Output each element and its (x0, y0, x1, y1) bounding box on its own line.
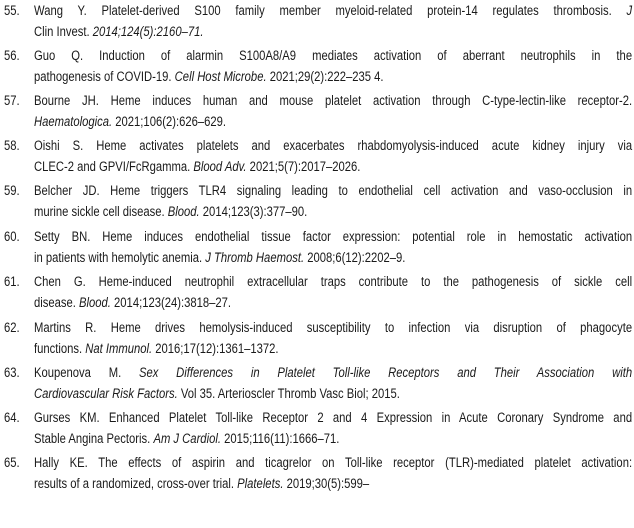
reference-number: 62. (4, 320, 20, 335)
reference-number: 56. (4, 48, 20, 63)
reference-text: Hally KE. The effects of aspirin and tic… (34, 452, 632, 494)
reference-segment: murine sickle cell disease. (34, 204, 168, 219)
reference-citation: 2016;17(12):1361–1372. (152, 341, 279, 356)
reference-item: 56. Guo Q. Induction of alarmin S100A8/A9… (0, 45, 634, 89)
reference-line: Bourne JH. Heme induces human and mouse … (34, 90, 632, 111)
reference-item: 61. Chen G. Heme-induced neutrophil extra… (0, 271, 634, 315)
reference-segment: Guo Q. Induction of alarmin S100A8/A9 me… (34, 48, 633, 63)
reference-segment: Gurses KM. Enhanced Platelet Toll-like R… (34, 410, 633, 425)
reference-line: CLEC-2 and GPVI/FcRgamma. Blood Adv. 202… (34, 156, 632, 177)
reference-citation: 2021;29(2):222–235 4. (266, 69, 384, 84)
reference-journal-italic: J Thromb Haemost. (205, 250, 305, 265)
reference-text: Koupenova M. Sex Differences in Platelet… (34, 362, 632, 404)
reference-item: 65. Hally KE. The effects of aspirin and … (0, 452, 634, 496)
reference-number: 58. (4, 138, 20, 153)
reference-segment: Hally KE. The effects of aspirin and tic… (34, 455, 633, 470)
reference-citation: Vol 35. Arterioscler Thromb Vasc Biol; 2… (177, 386, 400, 401)
reference-segment: disease. (34, 295, 80, 310)
reference-segment: Koupenova M. (34, 365, 139, 380)
reference-segment: results of a randomized, cross-over tria… (34, 476, 238, 491)
reference-line: Stable Angina Pectoris. Am J Cardiol. 20… (34, 428, 632, 449)
reference-segment: Chen G. Heme-induced neutrophil extracel… (34, 274, 633, 289)
reference-line: Belcher JD. Heme triggers TLR4 signaling… (34, 180, 632, 201)
reference-item: 64. Gurses KM. Enhanced Platelet Toll-lik… (0, 407, 634, 451)
reference-text: Martins R. Heme drives hemolysis-induced… (34, 317, 632, 359)
reference-line: murine sickle cell disease. Blood. 2014;… (34, 201, 632, 222)
reference-text: Gurses KM. Enhanced Platelet Toll-like R… (34, 407, 632, 449)
reference-citation: 2014;123(24):3818–27. (110, 295, 232, 310)
reference-number: 55. (4, 3, 20, 18)
reference-item: 59. Belcher JD. Heme triggers TLR4 signal… (0, 180, 634, 224)
reference-segment: functions. (34, 341, 86, 356)
reference-journal-italic: J (626, 3, 633, 18)
reference-line: Guo Q. Induction of alarmin S100A8/A9 me… (34, 45, 632, 66)
reference-number: 60. (4, 229, 20, 244)
reference-line: in patients with hemolytic anemia. J Thr… (34, 247, 632, 268)
reference-citation: 2015;116(11):1666–71. (220, 431, 340, 446)
reference-line: disease. Blood. 2014;123(24):3818–27. (34, 292, 632, 313)
reference-number: 61. (4, 274, 20, 289)
reference-item: 55. Wang Y. Platelet-derived S100 family … (0, 0, 634, 44)
reference-journal-italic: Am J Cardiol. (153, 431, 221, 446)
reference-item: 62. Martins R. Heme drives hemolysis-indu… (0, 317, 634, 361)
reference-text: Wang Y. Platelet-derived S100 family mem… (34, 0, 632, 42)
reference-number: 59. (4, 183, 20, 198)
reference-text: Guo Q. Induction of alarmin S100A8/A9 me… (34, 45, 632, 87)
reference-citation: 2019;30(5):599– (283, 476, 370, 491)
reference-journal-italic: Platelets. (237, 476, 284, 491)
reference-item: 58. Oishi S. Heme activates platelets and… (0, 135, 634, 179)
reference-line: Oishi S. Heme activates platelets and ex… (34, 135, 632, 156)
reference-segment: Oishi S. Heme activates platelets and ex… (34, 138, 633, 153)
reference-journal-italic: Blood Adv. (193, 159, 247, 174)
reference-segment: Belcher JD. Heme triggers TLR4 signaling… (34, 183, 633, 198)
reference-line: Haematologica. 2021;106(2):626–629. (34, 111, 632, 132)
reference-segment: pathogenesis of COVID-19. (34, 69, 175, 84)
reference-journal-italic: 2014;124(5):2160–71. (89, 24, 204, 39)
reference-item: 57. Bourne JH. Heme induces human and mou… (0, 90, 634, 134)
reference-line: Gurses KM. Enhanced Platelet Toll-like R… (34, 407, 632, 428)
reference-segment: Martins R. Heme drives hemolysis-induced… (34, 320, 633, 335)
reference-citation: 2021;106(2):626–629. (112, 114, 226, 129)
reference-number: 63. (4, 365, 20, 380)
reference-text: Chen G. Heme-induced neutrophil extracel… (34, 271, 632, 313)
reference-journal-italic: Nat Immunol. (85, 341, 153, 356)
reference-text: Bourne JH. Heme induces human and mouse … (34, 90, 632, 132)
reference-segment: CLEC-2 and GPVI/FcRgamma. (34, 159, 194, 174)
reference-citation: 2008;6(12):2202–9. (304, 250, 406, 265)
reference-journal-italic: Blood. (167, 204, 200, 219)
reference-line: functions. Nat Immunol. 2016;17(12):1361… (34, 338, 632, 359)
reference-line: Clin Invest. 2014;124(5):2160–71. (34, 21, 632, 42)
reference-segment: Setty BN. Heme induces endothelial tissu… (34, 229, 633, 244)
reference-segment: Clin Invest. (34, 24, 90, 39)
reference-line: results of a randomized, cross-over tria… (34, 473, 632, 494)
reference-journal-italic: Cell Host Microbe. (174, 69, 267, 84)
reference-text: Oishi S. Heme activates platelets and ex… (34, 135, 632, 177)
reference-segment: Stable Angina Pectoris. (34, 431, 154, 446)
reference-citation: 2021;5(7):2017–2026. (246, 159, 361, 174)
reference-line: Chen G. Heme-induced neutrophil extracel… (34, 271, 632, 292)
reference-text: Belcher JD. Heme triggers TLR4 signaling… (34, 180, 632, 222)
reference-line: Martins R. Heme drives hemolysis-induced… (34, 317, 632, 338)
reference-citation: 2014;123(3):377–90. (199, 204, 308, 219)
reference-line: Wang Y. Platelet-derived S100 family mem… (34, 0, 632, 21)
reference-line: Setty BN. Heme induces endothelial tissu… (34, 226, 632, 247)
reference-text: Setty BN. Heme induces endothelial tissu… (34, 226, 632, 268)
reference-segment: in patients with hemolytic anemia. (34, 250, 206, 265)
reference-journal-italic: Blood. (79, 295, 111, 310)
reference-segment: Wang Y. Platelet-derived S100 family mem… (34, 3, 627, 18)
reference-line: Koupenova M. Sex Differences in Platelet… (34, 362, 632, 383)
reference-segment: Bourne JH. Heme induces human and mouse … (34, 93, 633, 108)
reference-line: Cardiovascular Risk Factors. Vol 35. Art… (34, 383, 632, 404)
reference-number: 65. (4, 455, 20, 470)
reference-item: 60. Setty BN. Heme induces endothelial ti… (0, 226, 634, 270)
reference-journal-italic: Sex Differences in Platelet Toll-like Re… (138, 365, 633, 380)
reference-line: pathogenesis of COVID-19. Cell Host Micr… (34, 66, 632, 87)
reference-item: 63. Koupenova M. Sex Differences in Plate… (0, 362, 634, 406)
reference-number: 57. (4, 93, 20, 108)
reference-journal-italic: Haematologica. (34, 114, 113, 129)
reference-number: 64. (4, 410, 20, 425)
reference-journal-italic: Cardiovascular Risk Factors. (34, 386, 178, 401)
reference-line: Hally KE. The effects of aspirin and tic… (34, 452, 632, 473)
